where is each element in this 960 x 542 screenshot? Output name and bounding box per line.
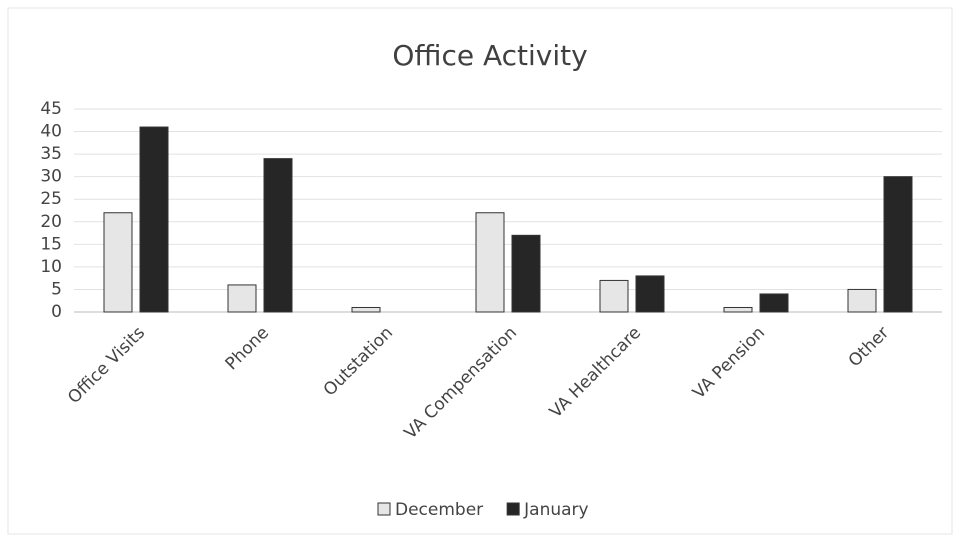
bar bbox=[103, 212, 133, 313]
y-tick-label: 40 bbox=[40, 122, 62, 142]
legend-label: January bbox=[523, 500, 588, 520]
y-tick-label: 30 bbox=[40, 167, 62, 187]
y-tick-label: 5 bbox=[51, 279, 62, 299]
bar bbox=[883, 176, 913, 313]
bar bbox=[263, 158, 293, 313]
legend-swatch bbox=[506, 502, 520, 516]
bar bbox=[139, 126, 169, 313]
bar bbox=[599, 279, 629, 313]
y-tick-label: 20 bbox=[40, 212, 62, 232]
bar bbox=[723, 306, 753, 313]
bar bbox=[475, 212, 505, 313]
y-tick-label: 35 bbox=[40, 144, 62, 164]
y-tick-label: 0 bbox=[51, 302, 62, 322]
legend-label: December bbox=[395, 500, 483, 520]
bar bbox=[847, 288, 877, 313]
bar bbox=[635, 275, 665, 313]
bar bbox=[227, 284, 257, 313]
y-tick-label: 10 bbox=[40, 257, 62, 277]
bar bbox=[759, 293, 789, 313]
y-tick-label: 15 bbox=[40, 234, 62, 254]
y-tick-label: 45 bbox=[40, 99, 62, 119]
bar bbox=[351, 306, 381, 313]
y-tick-label: 25 bbox=[40, 189, 62, 209]
bar bbox=[511, 234, 541, 313]
chart-title: Office Activity bbox=[392, 39, 587, 72]
legend-swatch bbox=[377, 502, 391, 516]
